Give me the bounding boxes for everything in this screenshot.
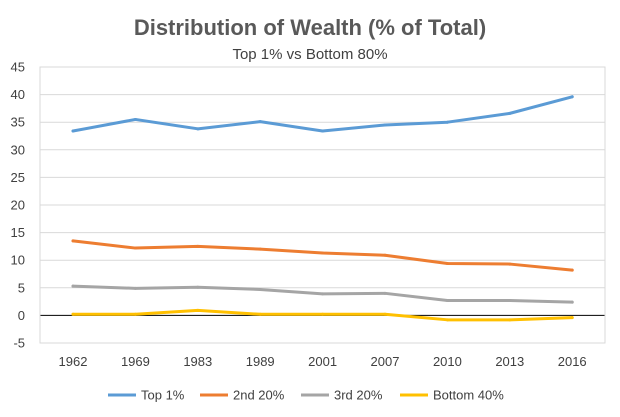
x-tick-label: 2007: [371, 354, 400, 369]
data-point: [570, 316, 574, 320]
y-tick-label: 40: [11, 87, 25, 102]
y-tick-label: -5: [13, 336, 25, 351]
data-point: [508, 298, 512, 302]
data-point: [570, 268, 574, 272]
y-tick-label: 20: [11, 198, 25, 213]
y-tick-label: 0: [18, 308, 25, 323]
data-point: [321, 312, 325, 316]
data-point: [383, 253, 387, 257]
plot-area-border: [39, 66, 606, 344]
data-point: [196, 308, 200, 312]
data-point: [445, 120, 449, 124]
data-point: [508, 111, 512, 115]
legend-label: 2nd 20%: [233, 388, 285, 403]
data-point: [508, 318, 512, 322]
series-line-1: [71, 239, 574, 272]
data-point: [321, 251, 325, 255]
x-tick-label: 2016: [558, 354, 587, 369]
data-point: [321, 129, 325, 133]
x-tick-label: 2010: [433, 354, 462, 369]
legend-label: Bottom 40%: [433, 388, 504, 403]
data-point: [445, 262, 449, 266]
data-point: [445, 298, 449, 302]
y-tick-label: 30: [11, 142, 25, 157]
data-point: [258, 287, 262, 291]
legend-label: 3rd 20%: [334, 388, 383, 403]
data-point: [133, 312, 137, 316]
data-point: [196, 285, 200, 289]
legend: Top 1% 2nd 20% 3rd 20% Bottom 40%: [108, 388, 504, 403]
y-tick-label: 15: [11, 225, 25, 240]
y-tick-label: 45: [11, 60, 25, 75]
data-point: [71, 239, 75, 243]
data-point: [71, 312, 75, 316]
data-point: [321, 292, 325, 296]
y-tick-label: 35: [11, 115, 25, 130]
data-point: [258, 120, 262, 124]
x-tick-label: 2001: [308, 354, 337, 369]
series-line-0: [71, 95, 574, 133]
data-point: [570, 300, 574, 304]
series-lines: [71, 95, 574, 322]
data-point: [383, 312, 387, 316]
x-axis-ticks: 1962 1969 1983 1989 2001 2007 2010 2013 2016: [59, 354, 587, 369]
data-point: [383, 123, 387, 127]
chart-title: Distribution of Wealth (% of Total): [134, 15, 486, 40]
data-point: [71, 284, 75, 288]
x-tick-label: 1962: [59, 354, 88, 369]
y-tick-label: 25: [11, 170, 25, 185]
data-point: [383, 291, 387, 295]
data-point: [196, 127, 200, 131]
data-point: [133, 246, 137, 250]
y-axis-ticks: -5 0 5 10 15 20 25 30 35 40 45: [11, 60, 25, 351]
y-tick-label: 5: [18, 280, 25, 295]
x-tick-label: 1989: [246, 354, 275, 369]
x-tick-label: 1969: [121, 354, 150, 369]
data-point: [508, 262, 512, 266]
data-point: [570, 95, 574, 99]
data-point: [133, 286, 137, 290]
data-point: [445, 318, 449, 322]
x-tick-label: 2013: [495, 354, 524, 369]
legend-label: Top 1%: [141, 388, 185, 403]
data-point: [258, 312, 262, 316]
data-point: [133, 117, 137, 121]
data-point: [71, 129, 75, 133]
data-point: [258, 247, 262, 251]
chart-subtitle: Top 1% vs Bottom 80%: [232, 46, 387, 63]
x-tick-label: 1983: [183, 354, 212, 369]
y-tick-label: 10: [11, 253, 25, 268]
data-point: [196, 244, 200, 248]
